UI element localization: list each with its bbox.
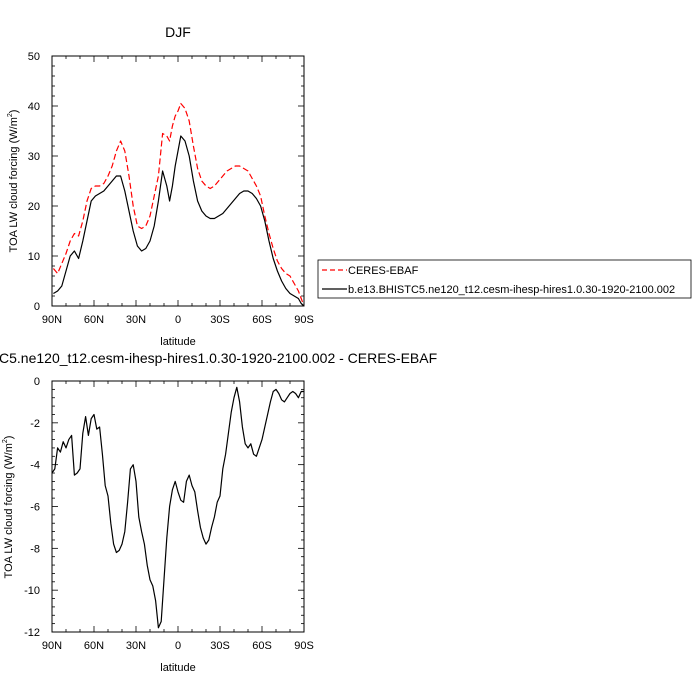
top-y-tick-label: 20: [28, 201, 40, 213]
legend-label-model: b.e13.BHISTC5.ne120_t12.cesm-ihesp-hires…: [348, 284, 675, 296]
top-chart-ticks: 90N 60N 30N 0 30S 60S 90S 0 10 20 30 40 50: [28, 51, 314, 326]
top-y-axis-label-close: ): [8, 110, 20, 114]
bottom-y-tick-label: -8: [30, 543, 40, 555]
bottom-y-axis-label-close: ): [3, 436, 15, 440]
top-plot-frame: [51, 55, 305, 307]
bottom-x-tick-label: 60S: [252, 640, 272, 652]
bottom-x-tick-label: 60N: [84, 640, 104, 652]
top-y-axis-label: TOA LW cloud forcing (W/m2): [7, 110, 20, 253]
bottom-x-tick-label: 30S: [210, 640, 230, 652]
top-series-line-0: [52, 102, 305, 307]
top-y-tick-label: 30: [28, 151, 40, 163]
bottom-x-tick-label: 90N: [42, 640, 62, 652]
top-series-line-1: [53, 135, 305, 307]
top-chart-legend: CERES-EBAF b.e13.BHISTC5.ne120_t12.cesm-…: [317, 259, 692, 299]
top-y-tick-label: 10: [28, 251, 40, 263]
top-y-tick-label: 0: [34, 301, 40, 313]
top-x-tick-label: 60S: [252, 314, 272, 326]
bottom-x-axis-label: latitude: [160, 662, 195, 674]
top-x-tick-label: 90S: [294, 314, 314, 326]
bottom-y-tick-label: -12: [24, 627, 40, 639]
bottom-x-tick-label: 30N: [126, 640, 146, 652]
bottom-x-tick-label: 90S: [294, 640, 314, 652]
top-y-tick-label: 50: [28, 51, 40, 63]
bottom-y-tick-label: -6: [30, 502, 40, 514]
top-x-tick-label: 30N: [126, 314, 146, 326]
bottom-chart-title: b.e13.BHISTC5.ne120_t12.cesm-ihesp-hires…: [0, 350, 437, 366]
bottom-chart-series: [51, 386, 304, 629]
top-chart-title: DJF: [165, 24, 191, 40]
bottom-chart: b.e13.BHISTC5.ne120_t12.cesm-ihesp-hires…: [0, 350, 437, 674]
bottom-x-tick-label: 0: [175, 640, 181, 652]
top-x-axis-label: latitude: [160, 336, 195, 348]
legend-box: [317, 259, 692, 299]
top-x-tick-label: 60N: [84, 314, 104, 326]
bottom-chart-ticks: 90N 60N 30N 0 30S 60S 90S -12 -10 -8 -6 -4 -2 0: [24, 376, 314, 652]
top-x-tick-label: 90N: [42, 314, 62, 326]
top-y-tick-label: 40: [28, 101, 40, 113]
bottom-y-tick-label: 0: [34, 376, 40, 388]
bottom-y-tick-label: -10: [24, 585, 40, 597]
bottom-y-axis-label-sup: 2: [2, 439, 9, 443]
top-y-axis-label-main: TOA LW cloud forcing (W/m: [8, 117, 20, 252]
top-y-axis-label-sup: 2: [7, 113, 14, 117]
bottom-series-line-0: [51, 386, 304, 629]
bottom-y-axis-label: TOA LW cloud forcing (W/m2): [2, 436, 15, 579]
top-chart: DJF 90N 60N 30N 0 30S 60S 90S 0 10 20 30 40 50 latit…: [7, 24, 692, 348]
bottom-y-axis-label-main: TOA LW cloud forcing (W/m: [3, 443, 15, 578]
top-chart-series: [52, 102, 305, 307]
bottom-y-tick-label: -4: [30, 460, 40, 472]
legend-label-ceres: CERES-EBAF: [348, 265, 419, 277]
top-x-tick-label: 0: [175, 314, 181, 326]
top-x-tick-label: 30S: [210, 314, 230, 326]
bottom-y-tick-label: -2: [30, 418, 40, 430]
